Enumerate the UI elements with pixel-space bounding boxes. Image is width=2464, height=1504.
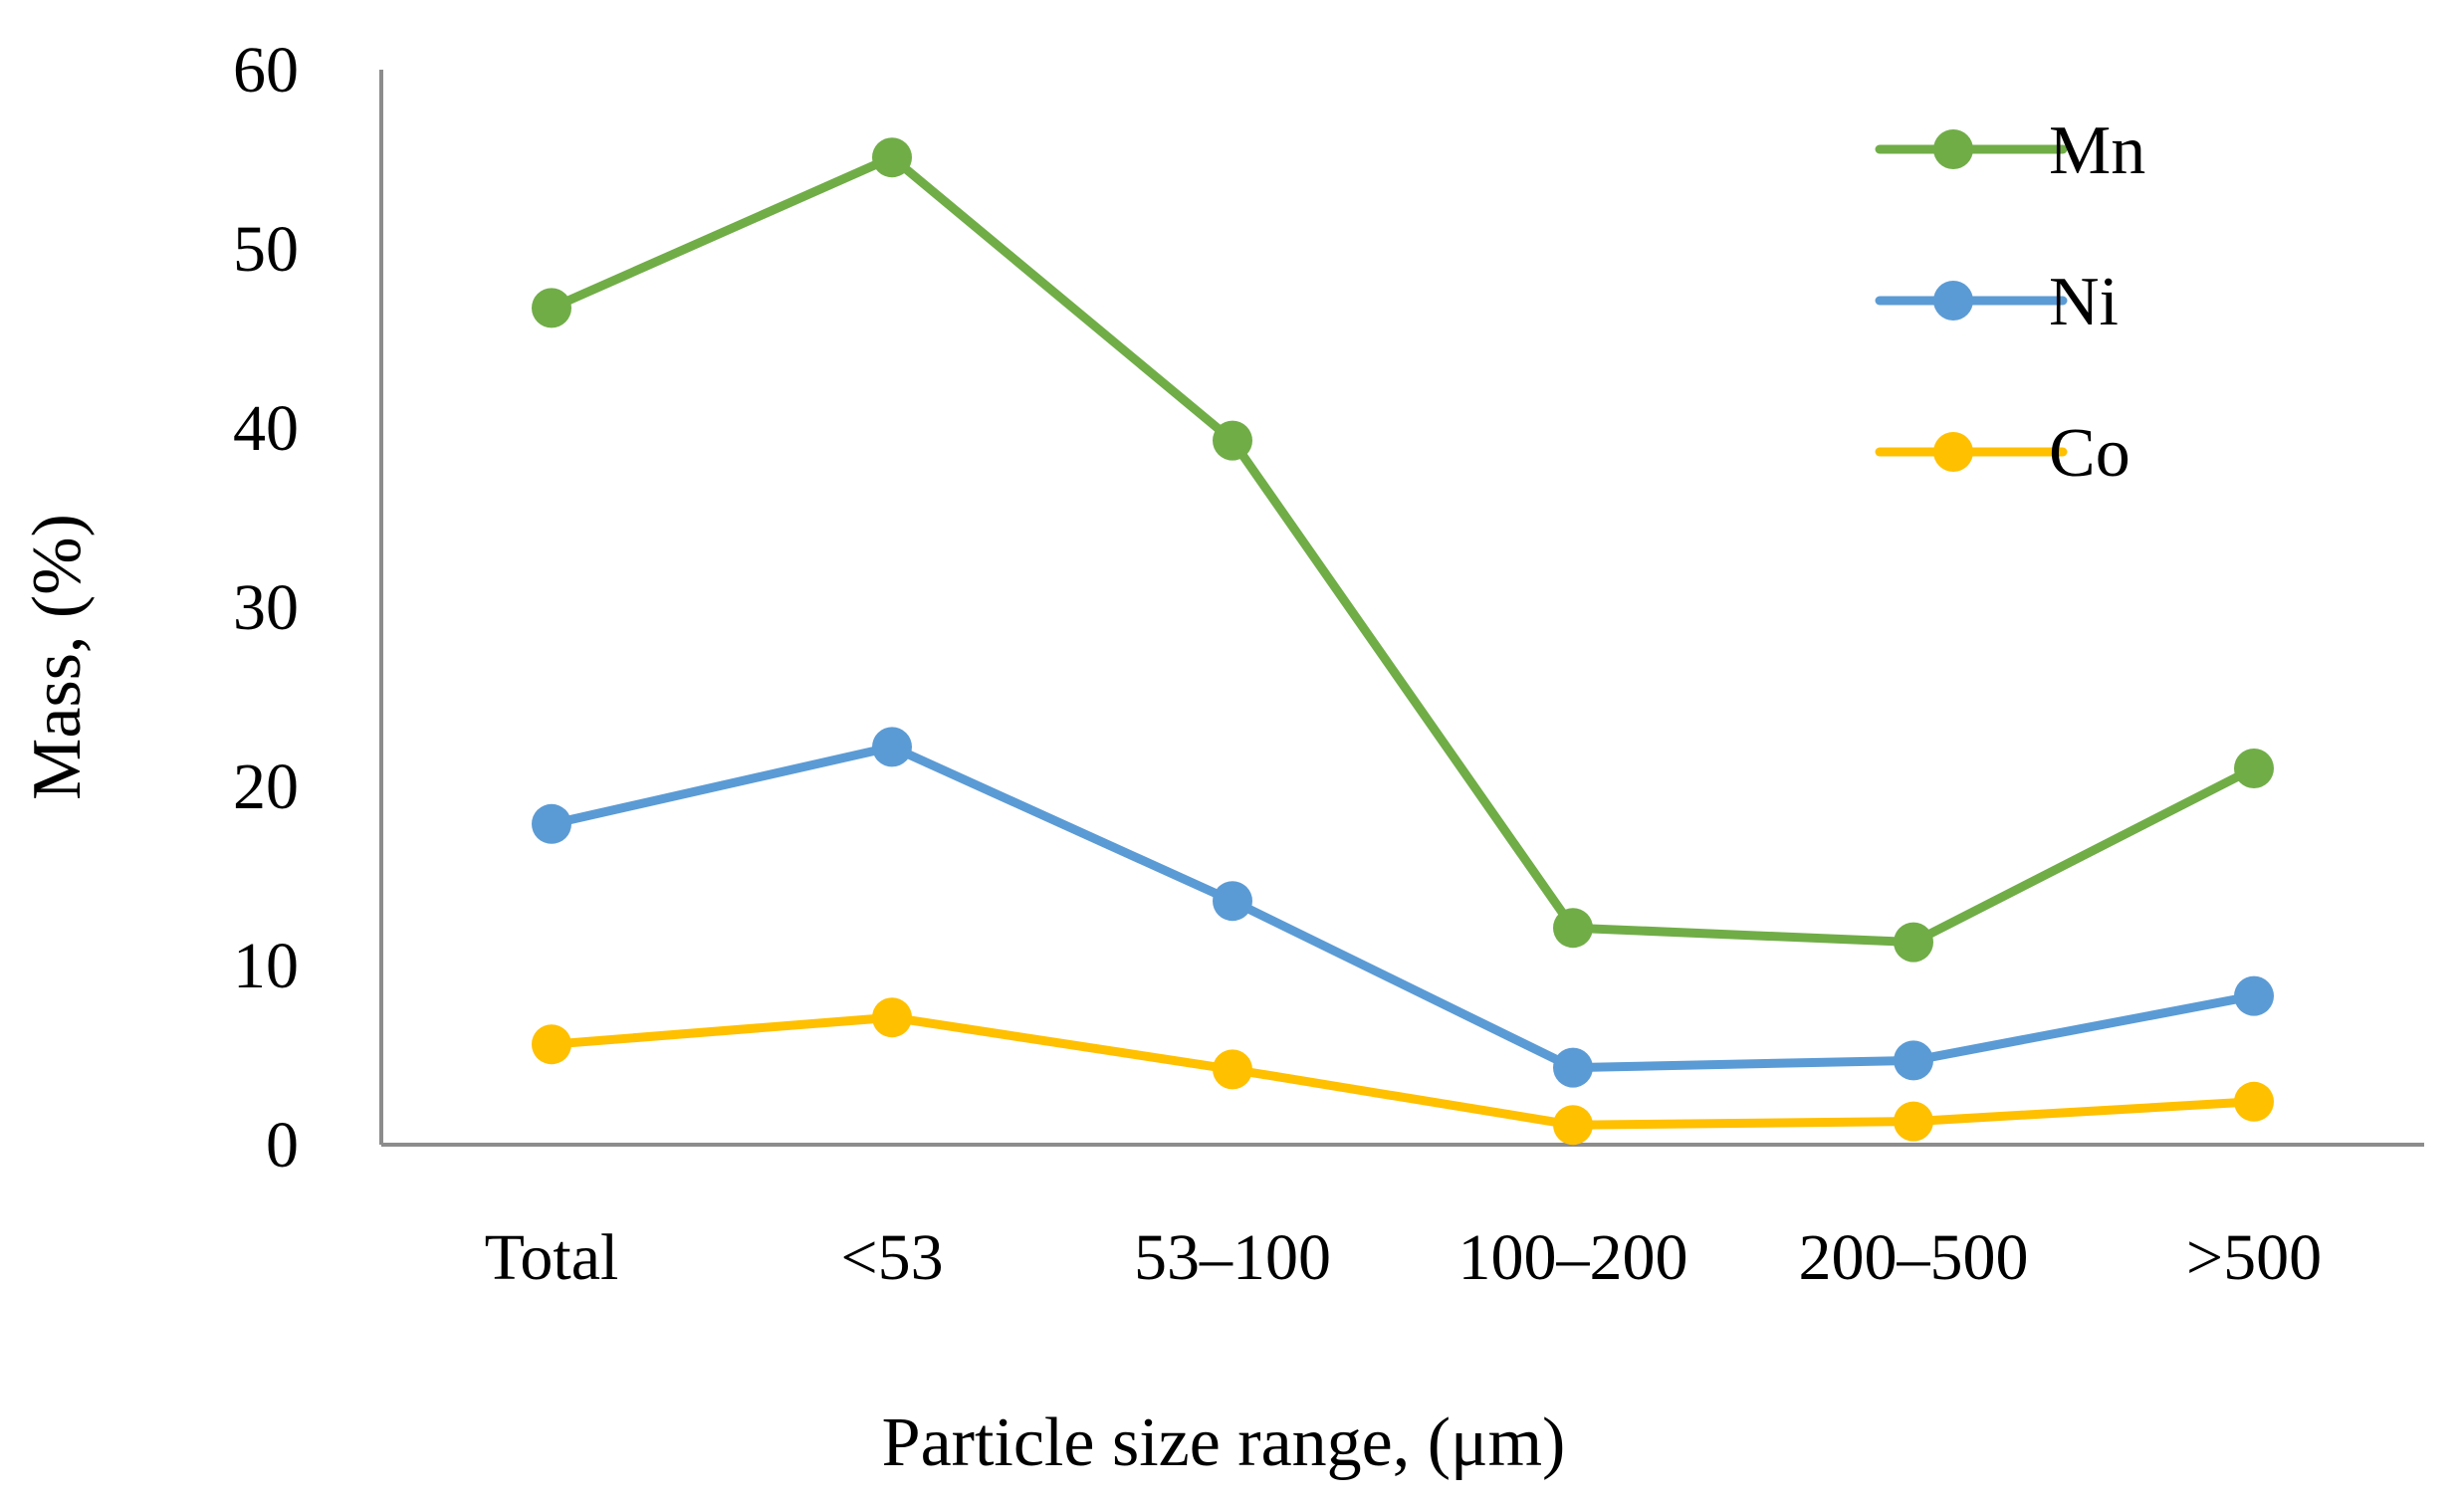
x-tick-label-200-500: 200–500 — [1799, 1221, 2029, 1294]
legend-label-ni: Ni — [2049, 264, 2119, 340]
x-axis-title: Particle size range, (μm) — [882, 1404, 1566, 1481]
y-tick-label: 0 — [266, 1109, 299, 1182]
y-axis-title: Mass, (%) — [19, 514, 96, 800]
data-point-mn-lt53 — [872, 137, 912, 178]
data-point-mn-200-500 — [1894, 922, 1933, 963]
data-point-ni-total — [532, 803, 571, 844]
axes — [379, 70, 2424, 1147]
data-point-co-200-500 — [1894, 1101, 1933, 1142]
data-point-mn-100-200 — [1553, 908, 1593, 949]
y-tick-label: 50 — [233, 213, 299, 286]
x-tick-label-100-200: 100–200 — [1458, 1221, 1688, 1294]
data-point-co-100-200 — [1553, 1105, 1593, 1146]
data-point-mn-gt500 — [2234, 749, 2274, 788]
series-line-co — [547, 1012, 2259, 1130]
data-point-co-gt500 — [2234, 1081, 2274, 1122]
data-point-ni-200-500 — [1894, 1040, 1933, 1081]
data-point-co-lt53 — [872, 997, 912, 1038]
series-co — [532, 997, 2274, 1146]
series-line-ni — [547, 742, 2259, 1073]
data-point-co-53-100 — [1213, 1049, 1252, 1090]
data-point-ni-100-200 — [1553, 1047, 1593, 1088]
legend-item-co: Co — [1875, 415, 2130, 492]
legend-label-mn: Mn — [2049, 112, 2145, 189]
legend-marker-ni — [1933, 281, 1973, 321]
series-ni — [532, 727, 2274, 1088]
legend: Mn Ni Co — [1875, 112, 2145, 492]
y-tick-label: 10 — [233, 930, 299, 1002]
x-tick-label-gt500: >500 — [2186, 1221, 2322, 1294]
y-tick-labels: 0 10 20 30 40 50 60 — [233, 34, 299, 1182]
x-tick-label-total: Total — [485, 1221, 619, 1294]
data-point-ni-53-100 — [1213, 881, 1252, 922]
x-tick-label-53-100: 53–100 — [1134, 1221, 1331, 1294]
legend-marker-mn — [1933, 129, 1973, 169]
series-mn — [532, 137, 2274, 963]
data-point-co-total — [532, 1024, 571, 1065]
legend-item-mn: Mn — [1875, 112, 2145, 189]
y-tick-label: 40 — [233, 392, 299, 465]
data-point-ni-lt53 — [872, 727, 912, 767]
data-point-mn-53-100 — [1213, 420, 1252, 461]
series-line-mn — [547, 152, 2259, 948]
data-point-ni-gt500 — [2234, 975, 2274, 1016]
y-tick-label: 60 — [233, 34, 299, 107]
data-point-mn-total — [532, 288, 571, 328]
legend-marker-co — [1933, 432, 1973, 472]
legend-item-ni: Ni — [1875, 264, 2119, 340]
x-tick-label-lt53: <53 — [840, 1221, 943, 1294]
y-tick-label: 30 — [233, 571, 299, 644]
x-tick-labels: Total <53 53–100 100–200 200–500 >500 — [485, 1221, 2322, 1294]
y-tick-label: 20 — [233, 751, 299, 823]
legend-label-co: Co — [2049, 415, 2130, 492]
series — [532, 137, 2274, 1146]
